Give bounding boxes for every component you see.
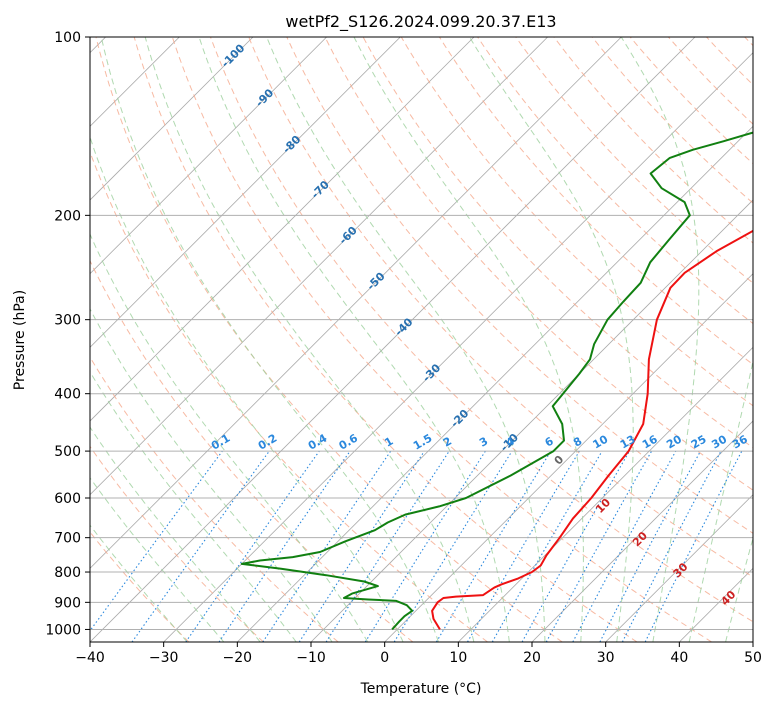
y-tick-label: 400	[54, 387, 81, 403]
y-tick-label: 1000	[45, 622, 81, 638]
x-tick-label: −20	[223, 650, 253, 666]
y-tick-label: 100	[54, 30, 81, 46]
x-tick-label: −40	[75, 650, 105, 666]
y-tick-label: 800	[54, 565, 81, 581]
y-tick-label: 600	[54, 491, 81, 507]
x-tick-label: 30	[597, 650, 615, 666]
y-tick-label: 500	[54, 444, 81, 460]
chart-title: wetPf2_S126.2024.099.20.37.E13	[285, 12, 556, 32]
x-tick-label: 20	[523, 650, 541, 666]
x-tick-label: 40	[670, 650, 688, 666]
y-tick-label: 700	[54, 531, 81, 547]
y-tick-label: 200	[54, 208, 81, 224]
x-tick-label: 0	[380, 650, 389, 666]
x-axis-label: Temperature (°C)	[360, 681, 482, 697]
x-tick-label: −10	[296, 650, 326, 666]
y-axis-label: Pressure (hPa)	[12, 290, 28, 390]
x-tick-label: −30	[149, 650, 179, 666]
y-tick-label: 300	[54, 313, 81, 329]
x-tick-label: 10	[449, 650, 467, 666]
y-tick-label: 900	[54, 595, 81, 611]
x-tick-label: 50	[744, 650, 762, 666]
